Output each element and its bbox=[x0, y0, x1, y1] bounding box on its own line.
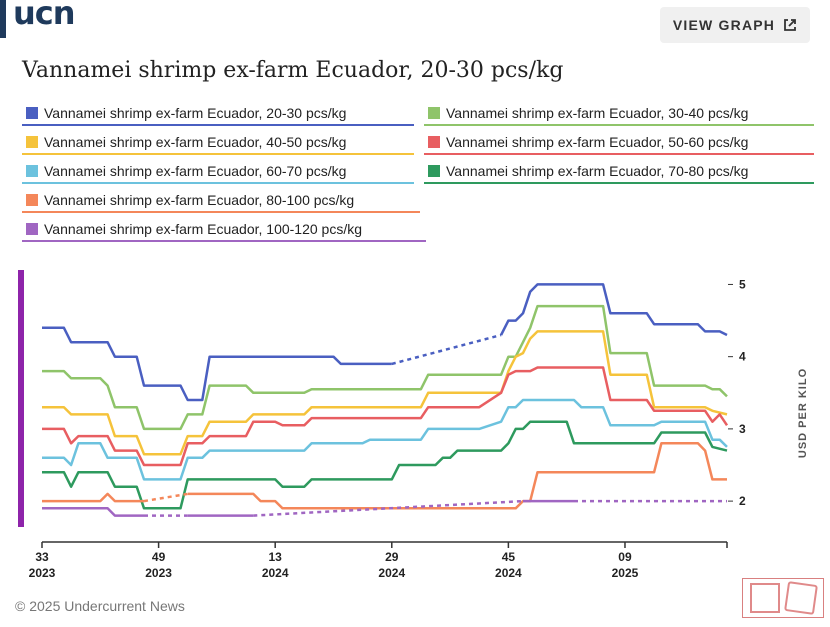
series-line bbox=[42, 304, 728, 431]
y-ticks: 2 3 4 5 bbox=[728, 277, 746, 508]
series-line bbox=[42, 326, 392, 402]
x-ticks: 33 2023 49 2023 13 2024 29 2024 45 2024 09 2025 bbox=[29, 542, 728, 580]
copyright-footer: © 2025 Undercurrent News bbox=[15, 598, 185, 614]
ucn-logo[interactable]: ucn bbox=[13, 0, 76, 32]
y-tick-label: 5 bbox=[739, 277, 746, 291]
series-1 bbox=[42, 304, 728, 431]
legend-label: Vannamei shrimp ex-farm Ecuador, 40-50 p… bbox=[44, 134, 347, 150]
watermark-stamp bbox=[742, 578, 824, 618]
view-graph-button[interactable]: VIEW GRAPH bbox=[660, 7, 810, 43]
legend-swatch bbox=[26, 165, 38, 177]
chart-title: Vannamei shrimp ex-farm Ecuador, 20-30 p… bbox=[22, 58, 564, 83]
series-line bbox=[42, 420, 728, 510]
series-line bbox=[42, 330, 728, 456]
series-line bbox=[42, 507, 144, 517]
legend-item[interactable]: Vannamei shrimp ex-farm Ecuador, 30-40 p… bbox=[424, 104, 814, 126]
x-tick-label: 33 bbox=[35, 550, 49, 564]
legend-label: Vannamei shrimp ex-farm Ecuador, 100-120… bbox=[44, 221, 363, 237]
legend-label: Vannamei shrimp ex-farm Ecuador, 30-40 p… bbox=[446, 105, 749, 121]
x-tick-label: 45 bbox=[502, 550, 516, 564]
x-tick-label: 49 bbox=[152, 550, 166, 564]
series-layer bbox=[42, 283, 729, 517]
series-line bbox=[42, 366, 729, 467]
legend-label: Vannamei shrimp ex-farm Ecuador, 20-30 p… bbox=[44, 105, 347, 121]
legend-swatch bbox=[428, 165, 440, 177]
legend-item[interactable]: Vannamei shrimp ex-farm Ecuador, 50-60 p… bbox=[424, 133, 814, 155]
series-4 bbox=[42, 398, 728, 481]
y-tick-label: 4 bbox=[739, 350, 746, 364]
series-0 bbox=[42, 283, 728, 402]
series-line bbox=[42, 398, 728, 481]
x-tick-year: 2023 bbox=[145, 566, 172, 580]
legend-item[interactable]: Vannamei shrimp ex-farm Ecuador, 40-50 p… bbox=[22, 133, 414, 155]
series-2 bbox=[42, 330, 728, 456]
legend-swatch bbox=[26, 136, 38, 148]
brand-bar bbox=[0, 0, 6, 38]
series-5 bbox=[42, 420, 728, 510]
legend-item[interactable]: Vannamei shrimp ex-farm Ecuador, 60-70 p… bbox=[22, 162, 414, 184]
x-tick-year: 2024 bbox=[262, 566, 289, 580]
series-line bbox=[499, 283, 728, 337]
external-link-icon bbox=[784, 19, 797, 31]
legend-item[interactable]: Vannamei shrimp ex-farm Ecuador, 80-100 … bbox=[22, 191, 420, 213]
x-tick-year: 2024 bbox=[378, 566, 405, 580]
x-tick-label: 13 bbox=[269, 550, 283, 564]
series-3 bbox=[42, 366, 729, 467]
legend-swatch bbox=[428, 136, 440, 148]
legend-swatch bbox=[26, 107, 38, 119]
legend-label: Vannamei shrimp ex-farm Ecuador, 60-70 p… bbox=[44, 163, 347, 179]
x-tick-label: 29 bbox=[385, 550, 399, 564]
x-tick-year: 2024 bbox=[495, 566, 522, 580]
legend-swatch bbox=[26, 223, 38, 235]
legend-swatch bbox=[428, 107, 440, 119]
legend-item[interactable]: Vannamei shrimp ex-farm Ecuador, 70-80 p… bbox=[424, 162, 814, 184]
y-tick-label: 2 bbox=[739, 494, 746, 508]
series-gap-line bbox=[391, 333, 502, 366]
x-tick-year: 2025 bbox=[612, 566, 639, 580]
y-tick-label: 3 bbox=[739, 422, 746, 436]
y-axis-label: USD PER KILO bbox=[797, 368, 809, 458]
series-gap-line bbox=[253, 499, 524, 517]
x-tick-label: 09 bbox=[618, 550, 632, 564]
accent-bar bbox=[18, 270, 24, 527]
series-gap-line bbox=[143, 492, 188, 503]
legend-label: Vannamei shrimp ex-farm Ecuador, 70-80 p… bbox=[446, 163, 749, 179]
series-7 bbox=[42, 499, 727, 517]
legend-item[interactable]: Vannamei shrimp ex-farm Ecuador, 100-120… bbox=[22, 220, 426, 242]
view-graph-label: VIEW GRAPH bbox=[672, 17, 776, 33]
legend-label: Vannamei shrimp ex-farm Ecuador, 50-60 p… bbox=[446, 134, 749, 150]
legend-item[interactable]: Vannamei shrimp ex-farm Ecuador, 20-30 p… bbox=[22, 104, 414, 126]
legend-label: Vannamei shrimp ex-farm Ecuador, 80-100 … bbox=[44, 192, 355, 208]
series-line bbox=[42, 492, 144, 503]
series-line bbox=[187, 442, 727, 510]
legend-swatch bbox=[26, 194, 38, 206]
x-tick-year: 2023 bbox=[29, 566, 56, 580]
